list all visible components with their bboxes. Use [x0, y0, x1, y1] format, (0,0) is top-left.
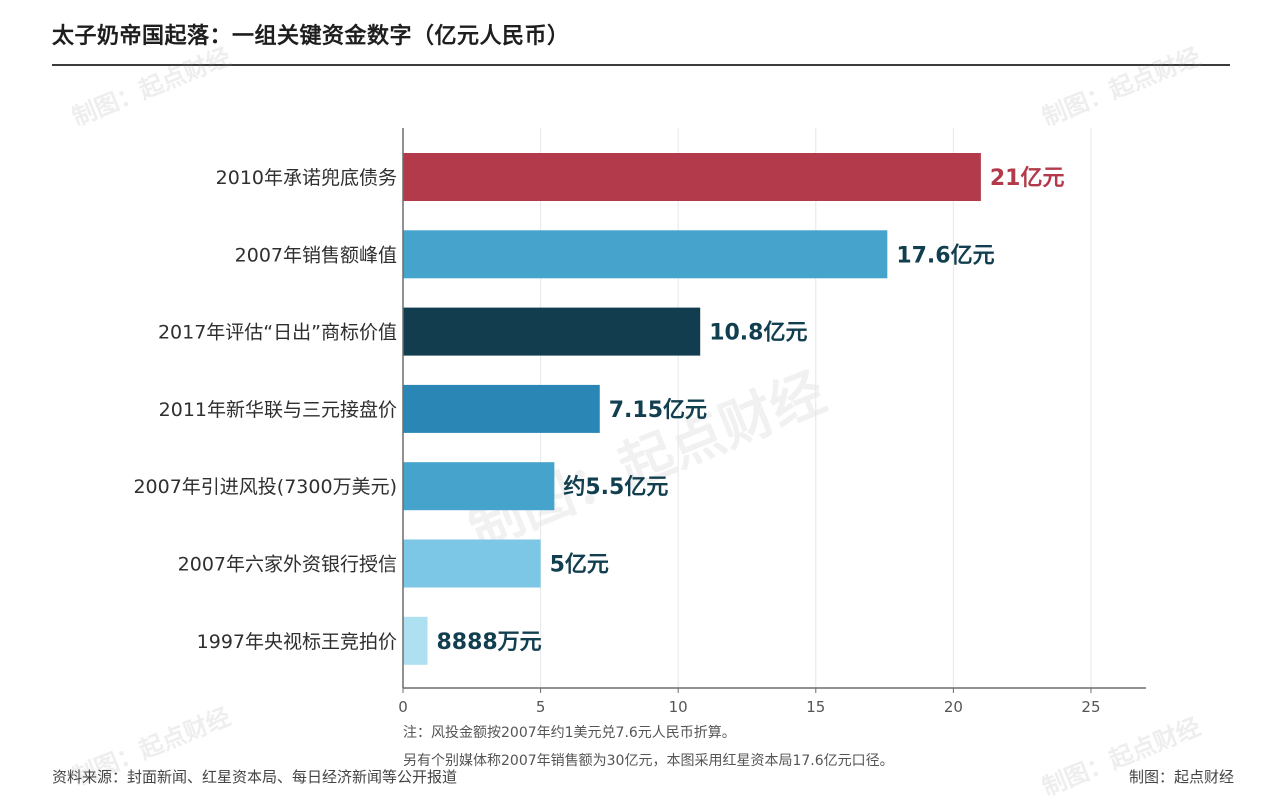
chart-note: 注：风投金额按2007年约1美元兑7.6元人民币折算。	[403, 725, 736, 741]
x-tick-label: 5	[536, 698, 546, 716]
bar	[403, 384, 600, 433]
bar	[403, 616, 428, 665]
x-tick-label: 15	[806, 698, 825, 716]
bar	[403, 462, 555, 511]
data-label: 7.15亿元	[609, 398, 707, 423]
bar	[403, 307, 701, 356]
x-tick-label: 0	[398, 698, 408, 716]
bar	[403, 153, 981, 201]
data-label: 5亿元	[550, 553, 609, 578]
x-tick-label: 10	[669, 698, 688, 716]
title-divider	[52, 64, 1230, 66]
category-label: 2011年新华联与三元接盘价	[159, 399, 397, 421]
chart-title: 太子奶帝国起落：一组关键资金数字（亿元人民币）	[52, 24, 570, 49]
category-label: 2010年承诺兜底债务	[216, 167, 397, 189]
bar	[403, 539, 541, 588]
data-label: 约5.5亿元	[563, 474, 668, 500]
credit-text: 制图：起点财经	[1128, 768, 1234, 786]
x-tick-label: 25	[1081, 698, 1100, 716]
data-label: 8888万元	[436, 630, 541, 655]
x-tick-label: 20	[944, 698, 963, 716]
data-label: 10.8亿元	[709, 321, 807, 346]
category-label: 2007年引进风投(7300万美元)	[133, 476, 397, 498]
bar	[403, 230, 888, 279]
source-text: 资料来源：封面新闻、红星资本局、每日经济新闻等公开报道	[52, 768, 458, 786]
category-label: 2007年六家外资银行授信	[178, 554, 397, 576]
category-label: 2007年销售额峰值	[235, 244, 397, 266]
category-label: 2017年评估“日出”商标价值	[158, 322, 397, 344]
data-label: 21亿元	[990, 166, 1065, 191]
chart-note: 另有个别媒体称2007年销售额为30亿元，本图采用红星资本局17.6亿元口径。	[403, 753, 894, 769]
data-label: 17.6亿元	[896, 243, 994, 268]
category-label: 1997年央视标王竞拍价	[197, 631, 397, 653]
